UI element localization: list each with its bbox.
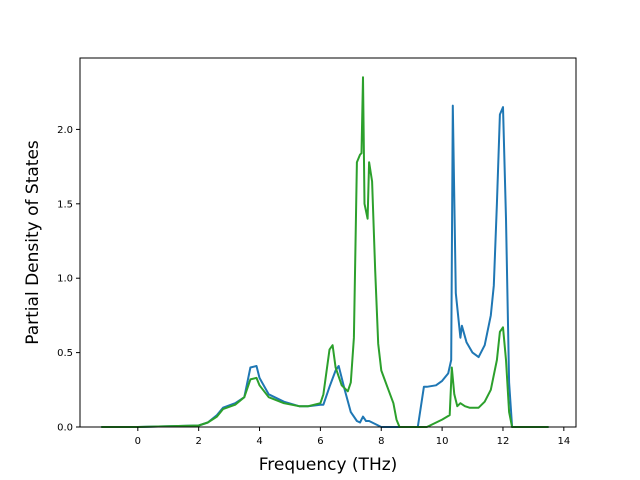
y-tick-label: 0.0 xyxy=(57,423,73,434)
x-tick-label: 6 xyxy=(317,436,323,447)
series-line-2 xyxy=(101,76,549,428)
x-tick-label: 14 xyxy=(557,436,570,447)
x-tick-label: 2 xyxy=(195,436,201,447)
x-axis: 0 2 4 6 8 10 12 14 xyxy=(135,427,570,447)
y-tick-label: 0.5 xyxy=(57,348,73,359)
x-tick-label: 4 xyxy=(256,436,262,447)
y-axis-label: Partial Density of States xyxy=(23,140,43,345)
x-tick-label: 12 xyxy=(497,436,510,447)
series-layer xyxy=(101,76,549,428)
series-line-1 xyxy=(101,104,549,428)
y-tick-label: 1.5 xyxy=(57,199,73,210)
x-axis-label: Frequency (THz) xyxy=(259,455,398,475)
x-tick-label: 8 xyxy=(378,436,384,447)
x-tick-label: 10 xyxy=(436,436,449,447)
y-tick-label: 2.0 xyxy=(57,125,73,136)
axes-frame xyxy=(79,57,577,428)
y-tick-label: 1.0 xyxy=(57,274,73,285)
y-axis: 0.0 0.5 1.0 1.5 2.0 xyxy=(57,125,80,434)
x-tick-label: 0 xyxy=(135,436,141,447)
